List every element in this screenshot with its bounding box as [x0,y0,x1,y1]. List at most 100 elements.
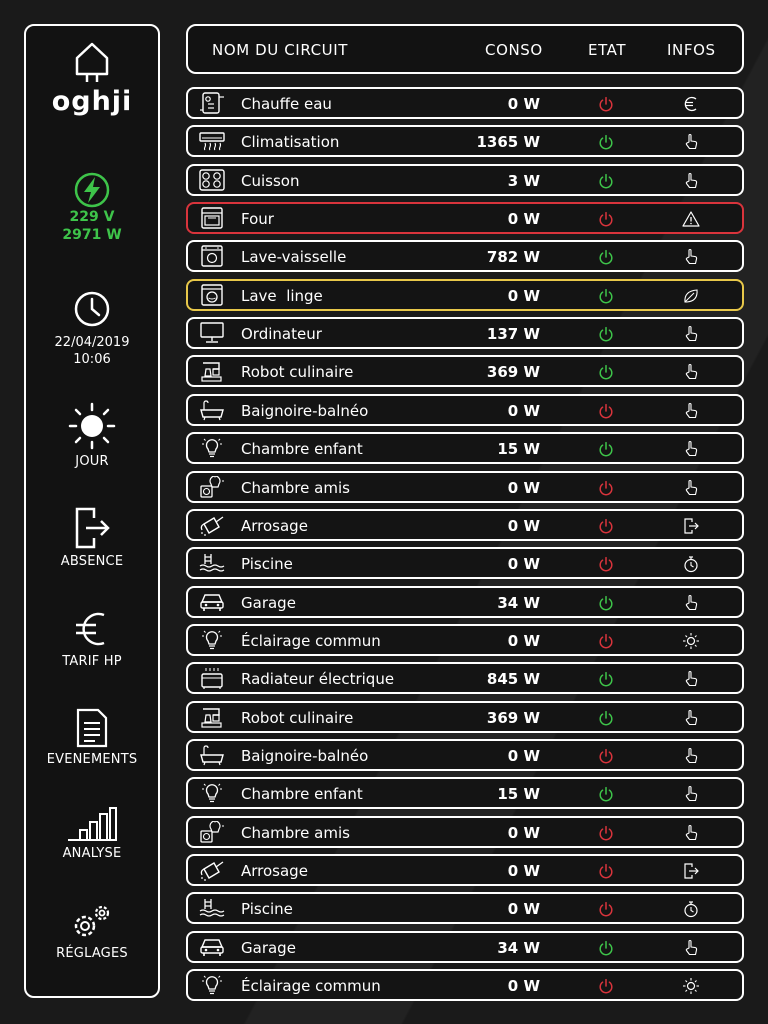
circuit-consumption: 369 W [486,363,540,381]
power-off-icon[interactable] [598,211,614,227]
circuit-row[interactable]: Robot culinaire 369 W [186,355,744,387]
oven-icon [199,207,225,229]
circuit-consumption: 34 W [497,594,540,612]
circuit-row[interactable]: Cuisson 3 W [186,164,744,196]
circuit-consumption: 0 W [507,95,540,113]
hand-pointer-icon[interactable] [682,172,700,190]
sun-icon[interactable] [682,632,700,650]
circuit-row[interactable]: Chambre amis 0 W [186,471,744,503]
circuit-row[interactable]: Chambre amis 0 W [186,816,744,848]
circuit-row[interactable]: Chambre enfant 15 W [186,777,744,809]
circuit-row[interactable]: Lave linge 0 W [186,279,744,311]
power-off-icon[interactable] [598,825,614,841]
hand-pointer-icon[interactable] [682,785,700,803]
home-button[interactable]: oghji [26,40,158,117]
circuit-row[interactable]: Arrosage 0 W [186,509,744,541]
power-on-icon[interactable] [598,173,614,189]
power-off-icon[interactable] [598,518,614,534]
circuit-row[interactable]: Baignoire-balnéo 0 W [186,394,744,426]
pool-icon [199,552,225,574]
tariff-label: TARIF HP [62,654,122,669]
radiator-icon [199,667,225,689]
exit-icon [75,507,110,549]
power-off-icon[interactable] [598,863,614,879]
hand-pointer-icon[interactable] [682,248,700,266]
circuit-row[interactable]: Lave-vaisselle 782 W [186,240,744,272]
sun-icon[interactable] [682,977,700,995]
dishwasher-icon [199,245,225,267]
power-off-icon[interactable] [598,556,614,572]
circuit-row[interactable]: Climatisation 1365 W [186,125,744,157]
power-on-icon[interactable] [598,786,614,802]
power-off-icon[interactable] [598,96,614,112]
hand-pointer-icon[interactable] [682,939,700,957]
hand-pointer-icon[interactable] [682,709,700,727]
hand-pointer-icon[interactable] [682,747,700,765]
hand-pointer-icon[interactable] [682,133,700,151]
power-off-icon[interactable] [598,978,614,994]
tariff-button[interactable]: TARIF HP [26,608,158,669]
events-button[interactable]: EVENEMENTS [26,708,158,767]
circuit-row[interactable]: Radiateur électrique 845 W [186,662,744,694]
power-off-icon[interactable] [598,403,614,419]
power-off-icon[interactable] [598,633,614,649]
bar-chart-icon [68,807,117,841]
circuit-row[interactable]: Éclairage commun 0 W [186,969,744,1001]
circuit-row[interactable]: Piscine 0 W [186,892,744,924]
circuit-row[interactable]: Baignoire-balnéo 0 W [186,739,744,771]
analysis-button[interactable]: ANALYSE [26,806,158,861]
circuit-row[interactable]: Arrosage 0 W [186,854,744,886]
circuit-consumption: 0 W [507,977,540,995]
circuit-row[interactable]: Garage 34 W [186,931,744,963]
power-on-icon[interactable] [598,326,614,342]
hand-pointer-icon[interactable] [682,670,700,688]
circuit-row[interactable]: Chambre enfant 15 W [186,432,744,464]
power-on-icon[interactable] [598,249,614,265]
circuit-row[interactable]: Éclairage commun 0 W [186,624,744,656]
stopwatch-icon[interactable] [682,555,700,573]
hand-pointer-icon[interactable] [682,479,700,497]
settings-label: RÉGLAGES [56,946,128,961]
circuit-row[interactable]: Chauffe eau 0 W [186,87,744,119]
power-on-icon[interactable] [598,134,614,150]
settings-button[interactable]: RÉGLAGES [26,902,158,961]
circuit-consumption: 0 W [507,517,540,535]
power-on-icon[interactable] [598,288,614,304]
food-processor-icon [199,360,225,382]
circuit-row[interactable]: Piscine 0 W [186,547,744,579]
power-on-icon[interactable] [598,595,614,611]
power-on-icon[interactable] [598,441,614,457]
circuit-consumption: 0 W [507,402,540,420]
circuit-row[interactable]: Four 0 W [186,202,744,234]
leaf-icon[interactable] [682,287,700,305]
absence-button[interactable]: ABSENCE [26,506,158,569]
circuit-consumption: 3 W [507,172,540,190]
circuit-name: Éclairage commun [241,632,381,650]
exit-icon[interactable] [682,862,700,880]
hand-pointer-icon[interactable] [682,402,700,420]
power-on-icon[interactable] [598,364,614,380]
hand-pointer-icon[interactable] [682,325,700,343]
circuit-row[interactable]: Garage 34 W [186,586,744,618]
power-off-icon[interactable] [598,748,614,764]
hand-pointer-icon[interactable] [682,824,700,842]
circuit-name: Piscine [241,555,293,573]
power-on-icon[interactable] [598,671,614,687]
hand-pointer-icon[interactable] [682,440,700,458]
warning-icon[interactable] [682,210,700,228]
power-on-icon[interactable] [598,710,614,726]
power-off-icon[interactable] [598,901,614,917]
power-off-icon[interactable] [598,480,614,496]
hand-pointer-icon[interactable] [682,363,700,381]
circuit-row[interactable]: Robot culinaire 369 W [186,701,744,733]
circuit-row[interactable]: Ordinateur 137 W [186,317,744,349]
hand-pointer-icon[interactable] [682,594,700,612]
euro-icon[interactable] [682,95,700,113]
power-on-icon[interactable] [598,940,614,956]
day-mode-button[interactable]: JOUR [26,402,158,469]
circuit-consumption: 845 W [486,670,540,688]
exit-icon[interactable] [682,517,700,535]
circuit-consumption: 782 W [486,248,540,266]
stopwatch-icon[interactable] [682,900,700,918]
lightbulb-icon [199,974,225,996]
